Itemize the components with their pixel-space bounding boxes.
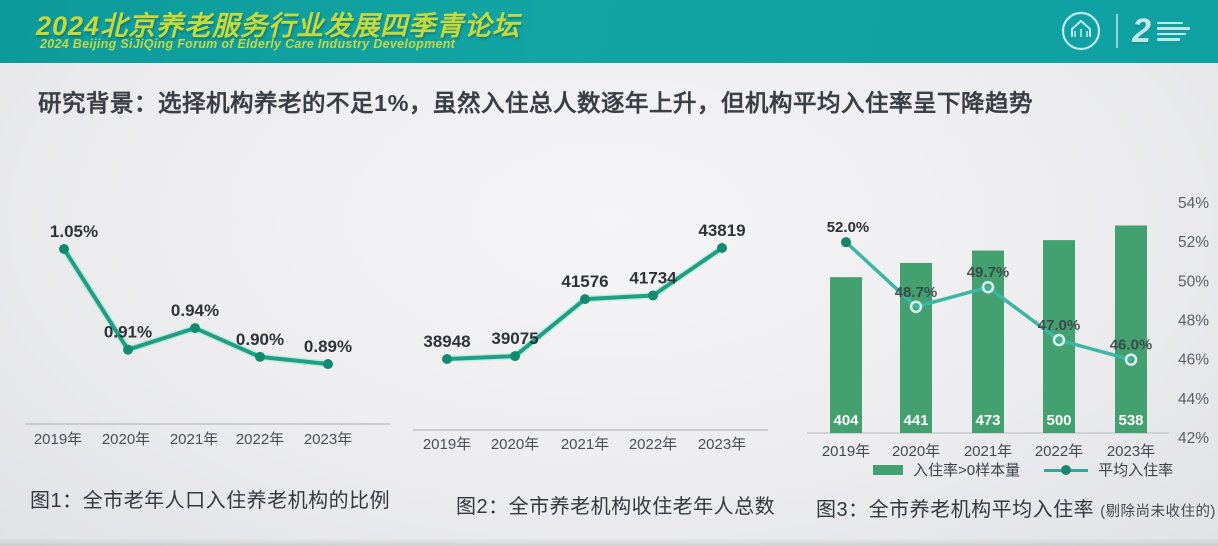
logo-divider — [1116, 14, 1119, 48]
data-point — [1124, 353, 1138, 366]
x-tick-label: 2019年 — [822, 443, 870, 460]
data-point — [909, 300, 923, 314]
forum-title: 2024北京养老服务行业发展四季青论坛 — [36, 11, 521, 41]
data-point — [255, 351, 265, 362]
right-axis-tick-label: 50% — [1178, 273, 1209, 290]
data-point — [648, 290, 658, 301]
data-point-label: 41734 — [629, 269, 677, 288]
sample-count-bar — [1115, 225, 1147, 433]
forum-subtitle: 2024 Beijing SiJiQing Forum of Elderly C… — [40, 37, 456, 51]
sample-count-bar — [1043, 240, 1075, 433]
x-tick-label: 2020年 — [102, 431, 150, 448]
data-point — [123, 344, 133, 355]
x-tick-label: 2019年 — [34, 431, 82, 448]
data-point-label: 47.0% — [1038, 317, 1081, 334]
bar-value-label: 538 — [1118, 412, 1143, 429]
header-band: 2024北京养老服务行业发展四季青论坛 2024 Beijing SiJiQin… — [0, 0, 1218, 63]
chart-3-caption-note: (剔除尚未收住的) — [1100, 504, 1216, 520]
data-point-label: 0.91% — [104, 323, 152, 342]
badge-caption-lines-icon — [1157, 21, 1190, 41]
chart-2-canvas: 38948 39075 41576 41734 43819 2019年 2020年 2021年… — [413, 221, 768, 453]
bar-value-label: 404 — [833, 412, 859, 429]
x-tick-label: 2022年 — [629, 436, 677, 453]
right-axis-tick-label: 48% — [1178, 313, 1209, 330]
bar-value-label: 500 — [1046, 412, 1071, 429]
data-point — [580, 294, 590, 305]
data-point — [190, 323, 200, 334]
data-point-label: 48.7% — [895, 284, 938, 301]
data-point — [59, 244, 69, 254]
x-tick-label: 2020年 — [491, 436, 539, 453]
occupancy-rate-line — [844, 240, 1133, 362]
sample-count-bar — [830, 277, 862, 433]
x-tick-label: 2020年 — [892, 443, 940, 460]
x-tick-label: 2023年 — [698, 436, 746, 453]
chart-3-legend: 入住率>0样本量 平均入住率 — [873, 459, 1173, 480]
right-axis-tick-label: 54% — [1178, 195, 1209, 212]
data-point — [1052, 333, 1066, 347]
data-point-label: 0.94% — [171, 301, 219, 320]
data-point — [841, 237, 851, 248]
right-axis-tick-label: 52% — [1178, 234, 1209, 251]
data-point-label: 49.7% — [967, 264, 1010, 281]
sample-count-bar — [900, 262, 932, 433]
data-point-label: 52.0% — [827, 219, 870, 236]
forum-badge: 2 — [1132, 14, 1190, 48]
right-axis-tick-label: 44% — [1178, 391, 1209, 408]
forum-emblem-icon — [1061, 11, 1101, 51]
legend-bar-swatch-icon — [873, 464, 903, 475]
x-tick-label: 2022年 — [1035, 443, 1083, 460]
x-tick-label: 2023年 — [304, 431, 352, 448]
data-point — [981, 280, 995, 294]
x-tick-label: 2023年 — [1107, 443, 1155, 460]
research-heading: 研究背景：选择机构养老的不足1%，虽然入住总人数逐年上升，但机构平均入住率呈下降… — [38, 90, 1033, 116]
data-point-label: 39075 — [491, 329, 538, 348]
data-point — [323, 359, 333, 370]
data-point-label: 1.05% — [50, 222, 98, 241]
legend-line-label: 平均入住率 — [1098, 462, 1174, 479]
x-tick-label: 2022年 — [236, 431, 284, 448]
x-tick-label: 2019年 — [423, 436, 471, 453]
chart-1-canvas: 1.05% 0.91% 0.94% 0.90% 0.89% 2019年 2020年 2021年… — [26, 222, 390, 448]
data-point — [442, 354, 452, 364]
data-point-label: 43819 — [698, 221, 745, 240]
data-point-label: 41576 — [561, 272, 608, 291]
data-point-label: 0.90% — [236, 330, 284, 349]
chart-3-canvas: 404 441 473 500 538 54% 52% 50% 48% 46% 44% 42% 52.0… — [807, 195, 1209, 460]
chart-3-caption-main: 图3：全市养老机构平均入住率 — [816, 499, 1095, 521]
bar-value-label: 473 — [975, 412, 1000, 429]
right-axis-tick-label: 42% — [1178, 430, 1209, 447]
data-point-label: 46.0% — [1110, 337, 1153, 354]
chart-1-caption: 图1：全市老年人口入住养老机构的比例 — [30, 490, 391, 512]
right-axis-tick-label: 46% — [1178, 352, 1209, 369]
x-tick-label: 2021年 — [170, 431, 218, 448]
legend-line-marker-icon — [1044, 464, 1089, 475]
data-point-label: 0.89% — [304, 337, 352, 356]
bar-value-label: 441 — [903, 412, 928, 429]
legend-bar-label: 入住率>0样本量 — [913, 462, 1021, 479]
chart-3-caption: 图3：全市养老机构平均入住率 (剔除尚未收住的) — [816, 493, 1216, 522]
data-point-label: 38948 — [423, 332, 470, 351]
data-point — [510, 351, 520, 362]
badge-number: 2 — [1132, 12, 1151, 50]
chart-2-caption: 图2：全市养老机构收住老年人总数 — [456, 496, 776, 518]
data-point — [717, 242, 727, 253]
x-tick-label: 2021年 — [561, 436, 609, 453]
x-tick-label: 2021年 — [964, 443, 1012, 460]
header-logos: 2 — [1060, 10, 1190, 52]
